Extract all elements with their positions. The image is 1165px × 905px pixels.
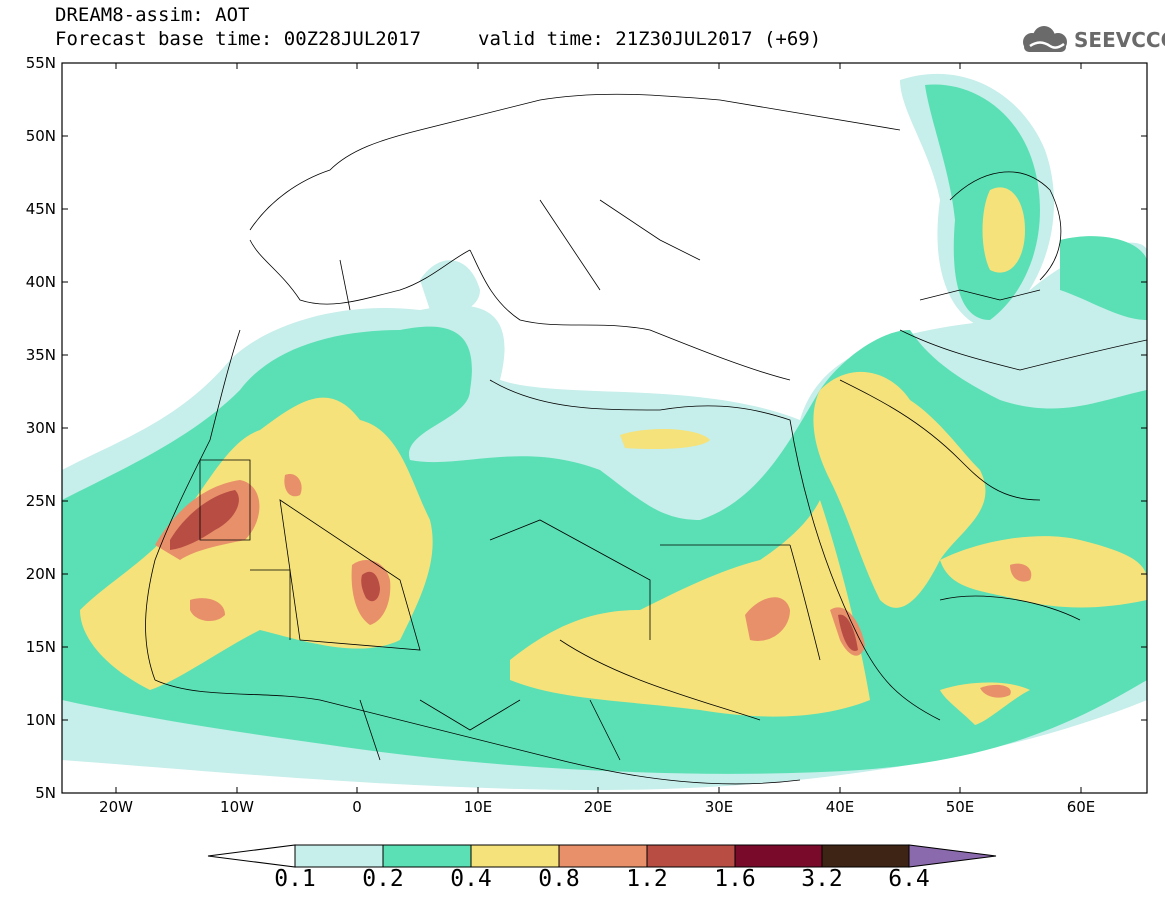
aot-0.4-plume: [620, 428, 710, 450]
aot-0.8-oman: [1010, 563, 1032, 582]
lon-label: 10W: [220, 798, 254, 816]
aot-0.8-small2: [284, 474, 302, 497]
colorbar-segment: [734, 844, 823, 868]
aot-0.4-caspian: [982, 187, 1025, 273]
aot-0.1-plume: [420, 260, 480, 314]
colorbar-segment: [294, 844, 384, 868]
colorbar-segment: [821, 844, 910, 868]
lat-label: 25N: [26, 492, 56, 510]
lat-label: 45N: [26, 200, 56, 218]
aot-0.4-west: [80, 397, 433, 690]
lat-label: 50N: [26, 127, 56, 145]
valid-time: valid time: 21Z30JUL2017 (+69): [478, 28, 822, 50]
lat-label: 35N: [26, 346, 56, 364]
aot-0.8-sudan: [745, 597, 790, 641]
lat-label: 20N: [26, 565, 56, 583]
aot-1.2-mali: [361, 571, 380, 602]
colorbar-label: 0.2: [362, 866, 404, 892]
lon-labels: 20W 10W 0 10E 20E 30E 40E 50E 60E: [99, 798, 1095, 816]
lat-label: 40N: [26, 273, 56, 291]
aot-1.2-ethiopia: [838, 614, 858, 651]
colorbar-label: 3.2: [801, 866, 843, 892]
boundaries: [145, 93, 1147, 785]
aot-field: [62, 73, 1147, 790]
logo-text: SEEVCCC: [1074, 28, 1165, 52]
colorbar-label: 1.2: [626, 866, 668, 892]
lat-ticks: [62, 62, 1147, 794]
colorbar-label: 0.4: [450, 866, 492, 892]
colorbar-label: 6.4: [888, 866, 930, 892]
colorbar-segment: [470, 844, 560, 868]
aot-0.2-east: [1060, 236, 1147, 320]
lat-label: 5N: [35, 784, 56, 802]
colorbar: [207, 844, 997, 868]
lat-label: 30N: [26, 419, 56, 437]
colorbar-label: 1.6: [714, 866, 756, 892]
lat-label: 15N: [26, 638, 56, 656]
aot-1.2-mauritania: [170, 490, 239, 550]
lon-label: 0: [352, 798, 362, 816]
lon-label: 40E: [826, 798, 855, 816]
colorbar-segment: [646, 844, 736, 868]
colorbar-right-arrow: [908, 844, 997, 868]
aot-0.4-oman: [940, 536, 1147, 608]
lon-label: 30E: [705, 798, 734, 816]
map-title: DREAM8-assim: AOT: [55, 4, 250, 26]
aot-0.8-small1: [190, 598, 225, 622]
lat-label: 10N: [26, 711, 56, 729]
aot-0.4-arabia: [813, 371, 986, 608]
lon-label: 60E: [1067, 798, 1096, 816]
aot-0.8-somalia: [980, 684, 1011, 698]
forecast-base-time: Forecast base time: 00Z28JUL2017: [55, 28, 422, 50]
lon-label: 10E: [464, 798, 493, 816]
lat-label: 55N: [26, 54, 56, 72]
colorbar-segment: [558, 844, 648, 868]
colorbar-label: 0.1: [274, 866, 316, 892]
colorbar-segment: [382, 844, 472, 868]
lat-labels: 55N 50N 45N 40N 35N 30N 25N 20N 15N 10N …: [26, 54, 56, 802]
lon-label: 50E: [946, 798, 975, 816]
colorbar-label: 0.8: [538, 866, 580, 892]
lon-label: 20W: [99, 798, 133, 816]
colorbar-left-arrow: [207, 844, 296, 868]
lon-label: 20E: [584, 798, 613, 816]
lon-ticks: [115, 63, 1082, 793]
cloud-logo-icon: [1023, 26, 1067, 52]
